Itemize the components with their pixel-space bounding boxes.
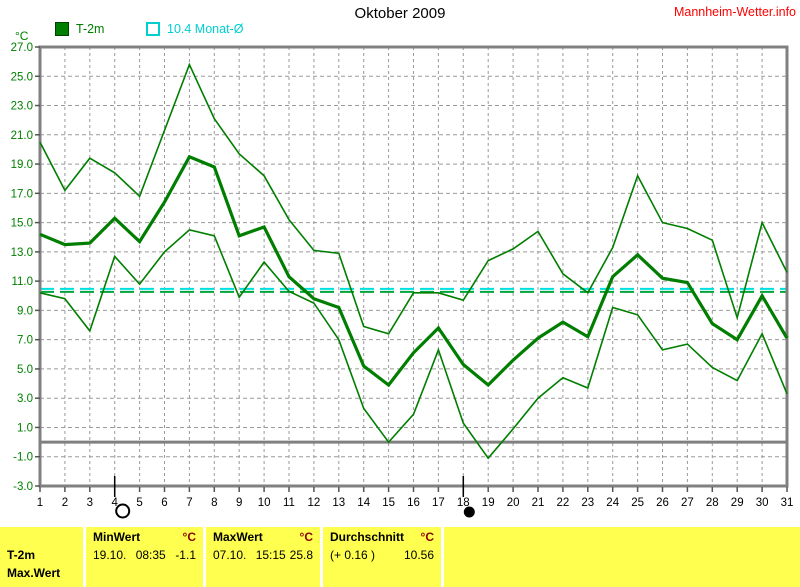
x-axis-label: 31 xyxy=(781,497,794,509)
max-header: MaxWert xyxy=(213,530,263,544)
y-axis-unit-label: °C xyxy=(15,29,29,43)
x-axis-label: 21 xyxy=(532,497,545,509)
x-axis-label: 2 xyxy=(62,497,68,509)
x-axis-label: 24 xyxy=(606,497,619,509)
x-axis-label: 12 xyxy=(308,497,321,509)
x-axis-label: 11 xyxy=(283,497,295,509)
t-min-line xyxy=(39,229,788,460)
y-axis-label: -3.0 xyxy=(13,481,33,493)
x-axis-label: 17 xyxy=(432,497,445,509)
x-axis-label: 29 xyxy=(731,497,744,509)
average-unit: °C xyxy=(420,530,434,544)
legend-monthly-average-label: 10.4 Monat-Ø xyxy=(167,22,244,36)
y-axis-label: 19.0 xyxy=(11,159,33,171)
y-axis-label: 23.0 xyxy=(11,101,33,113)
y-axis-label: 11.0 xyxy=(11,276,33,288)
min-unit: °C xyxy=(182,530,196,544)
y-axis-label: 9.0 xyxy=(17,305,33,317)
min-value: -1.1 xyxy=(175,548,196,562)
max-unit: °C xyxy=(299,530,313,544)
x-axis-label: 18 xyxy=(457,497,470,509)
x-axis-label: 1 xyxy=(37,497,43,509)
new-moon-icon xyxy=(463,506,475,518)
site-link[interactable]: Mannheim-Wetter.info xyxy=(673,5,796,19)
monthly-average-swatch-icon xyxy=(146,22,160,36)
x-axis-label: 26 xyxy=(656,497,669,509)
x-axis-label: 8 xyxy=(211,497,217,509)
full-moon-icon xyxy=(115,503,131,519)
x-axis-label: 23 xyxy=(581,497,594,509)
x-axis-label: 16 xyxy=(407,497,420,509)
average-value: 10.56 xyxy=(403,548,434,562)
y-axis-label: -1.0 xyxy=(13,452,33,464)
x-axis-label: 15 xyxy=(382,497,395,509)
max-value-cell: MaxWert °C 07.10. 15:15 25.8 xyxy=(206,527,323,587)
stats-row-label-cell: T-2m Max.Wert xyxy=(0,527,86,587)
average-anomaly: (+ 0.16 ) xyxy=(330,548,376,562)
stats-table: T-2m Max.Wert MinWert °C 19.10. 08:35 -1… xyxy=(0,527,800,587)
x-axis-label: 27 xyxy=(681,497,694,509)
x-axis-label: 25 xyxy=(631,497,644,509)
x-axis-label: 9 xyxy=(236,497,242,509)
y-axis-label: 27.0 xyxy=(11,42,33,54)
t2m-swatch-icon xyxy=(55,22,69,36)
x-axis-label: 4 xyxy=(111,497,118,509)
y-axis-label: 17.0 xyxy=(11,188,33,200)
x-axis-label: 28 xyxy=(706,497,719,509)
x-axis-label: 6 xyxy=(161,497,167,509)
plot-border xyxy=(38,45,789,488)
x-axis-label: 30 xyxy=(756,497,769,509)
y-axis-label: 7.0 xyxy=(17,335,33,347)
x-axis-label: 14 xyxy=(357,497,370,509)
min-header: MinWert xyxy=(93,530,141,544)
average-header: Durchschnitt xyxy=(330,530,405,544)
y-axis-label: 3.0 xyxy=(17,393,33,405)
t-max-line xyxy=(39,62,788,335)
page-title: Oktober 2009 xyxy=(354,5,446,22)
x-axis-label: 10 xyxy=(258,497,271,509)
y-axis-label: 25.0 xyxy=(11,71,33,83)
min-value-cell: MinWert °C 19.10. 08:35 -1.1 xyxy=(86,527,206,587)
legend-t2m-label: T-2m xyxy=(76,22,105,36)
max-value: 25.8 xyxy=(289,548,313,562)
legend-item-monthly-average: 10.4 Monat-Ø xyxy=(146,22,243,36)
max-datetime: 07.10. 15:15 xyxy=(213,548,286,562)
stats-next-row-label: Max.Wert xyxy=(7,566,61,580)
average-value-cell: Durchschnitt °C (+ 0.16 ) 10.56 xyxy=(323,527,444,587)
y-axis-label: 15.0 xyxy=(11,218,33,230)
x-axis-label: 13 xyxy=(332,497,345,509)
x-axis-label: 20 xyxy=(507,497,520,509)
legend-item-t2m: T-2m xyxy=(55,22,104,36)
x-axis-label: 5 xyxy=(136,497,142,509)
empty-cell xyxy=(444,527,800,587)
y-axis-label: 13.0 xyxy=(11,247,33,259)
x-axis-label: 7 xyxy=(186,497,192,509)
stats-row-label: T-2m xyxy=(7,548,36,562)
y-axis-label: 21.0 xyxy=(11,130,33,142)
x-axis-label: 19 xyxy=(482,497,495,509)
y-axis-label: 5.0 xyxy=(17,364,33,376)
weather-chart-page: { "header": { "title": "Oktober 2009", "… xyxy=(0,5,800,587)
x-axis-label: 3 xyxy=(87,497,93,509)
y-axis-label: 1.0 xyxy=(17,422,33,434)
t-2m-line xyxy=(39,154,789,388)
min-datetime: 19.10. 08:35 xyxy=(93,548,166,562)
x-axis-label: 22 xyxy=(557,497,570,509)
temperature-chart: 27.025.023.021.019.017.015.013.011.09.07… xyxy=(11,42,794,519)
